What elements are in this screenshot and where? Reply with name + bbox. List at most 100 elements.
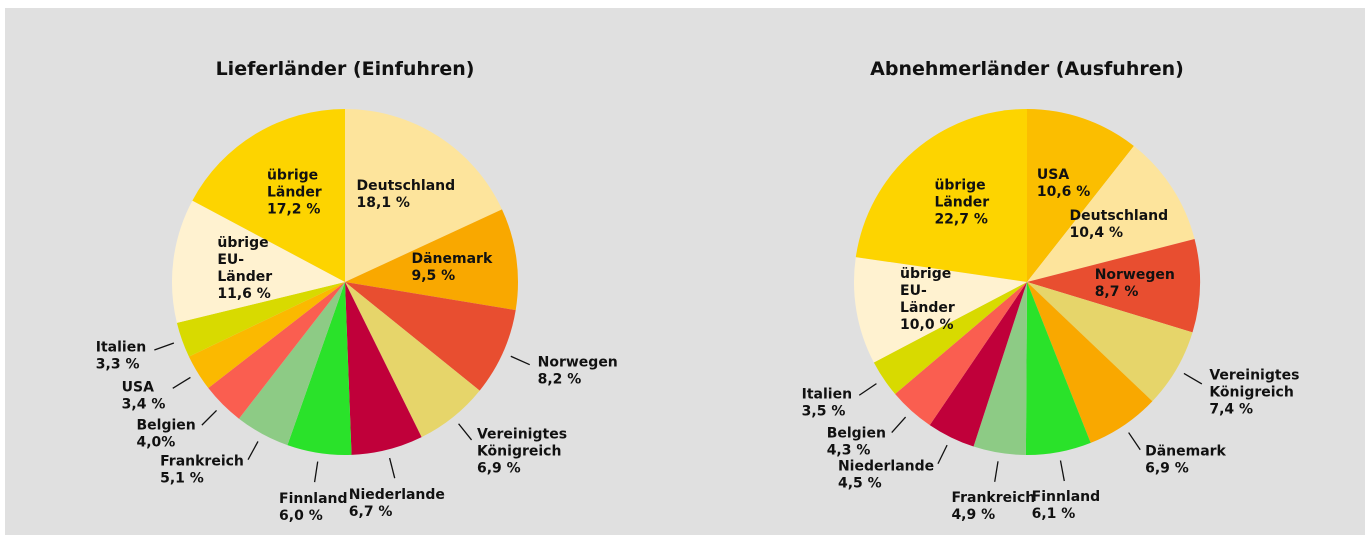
slice-label: Deutschland 10,4 % — [1070, 208, 1169, 242]
category-label: übrige EU-Länder — [217, 234, 273, 285]
pie-slice — [345, 209, 518, 311]
pie-slice — [188, 282, 345, 389]
chart-title: Abnehmerländer (Ausfuhren) — [870, 58, 1184, 80]
slice-label: Dänemark 9,5 % — [411, 251, 492, 285]
category-label: übrige EU-Länder — [900, 265, 955, 316]
category-label: Frankreich — [951, 490, 1036, 507]
pie-slice — [855, 109, 1027, 282]
leader-line — [994, 461, 999, 482]
pie-slice — [929, 282, 1027, 447]
leader-line — [1059, 460, 1065, 482]
value-label: 6,7 % — [348, 503, 393, 520]
category-label: Finnland — [1031, 489, 1101, 506]
value-label: 10,4 % — [1069, 225, 1124, 242]
value-label: 8,7 % — [1094, 284, 1139, 301]
pie-slice — [1027, 282, 1153, 443]
category-label: Belgien — [136, 417, 196, 434]
value-label: 6,9 % — [476, 460, 521, 477]
pie-slice — [287, 282, 352, 455]
value-label: 3,3 % — [95, 356, 140, 373]
pie-slice — [973, 282, 1027, 455]
value-label: 3,5 % — [801, 403, 846, 420]
pie-slice — [345, 282, 480, 438]
value-label: 17,2 % — [266, 201, 321, 218]
slice-label: Niederlande 4,5 % — [838, 458, 934, 492]
category-label: Deutschland — [1069, 208, 1169, 225]
value-label: 3,4 % — [121, 396, 166, 413]
slice-label: Norwegen 8,7 % — [1095, 267, 1175, 301]
slice-label: Finnland 6,1 % — [1032, 489, 1101, 523]
category-label: Frankreich — [160, 453, 244, 470]
leader-line — [858, 383, 877, 396]
pie-slice — [176, 282, 345, 357]
category-label: Niederlande — [837, 457, 935, 474]
leader-line — [388, 457, 396, 479]
pie-slice — [345, 282, 422, 455]
slice-label: übrige EU-Länder 10,0 % — [900, 266, 955, 334]
category-label: Finnland — [279, 490, 348, 507]
leader-line — [1183, 372, 1203, 385]
leader-line — [172, 376, 191, 389]
category-label: Dänemark — [1145, 443, 1226, 460]
slice-label: Niederlande 6,7 % — [349, 487, 445, 521]
category-label: Italien — [801, 386, 853, 403]
slice-label: Vereinigtes Königreich 7,4 % — [1209, 368, 1299, 419]
leader-line — [247, 441, 259, 460]
pie-slice — [345, 282, 516, 391]
category-label: USA — [1036, 166, 1070, 183]
value-label: 10,6 % — [1036, 183, 1091, 200]
value-label: 22,7 % — [934, 211, 988, 228]
value-label: 4,5 % — [837, 474, 882, 491]
leader-line — [1128, 432, 1141, 451]
value-label: 9,5 % — [411, 268, 456, 285]
category-label: Norwegen — [1094, 267, 1175, 284]
slice-label: Norwegen 8,2 % — [538, 355, 618, 389]
category-label: Norwegen — [537, 354, 618, 371]
leader-line — [154, 342, 175, 351]
category-label: Dänemark — [411, 251, 493, 268]
pie-slice — [208, 282, 345, 419]
value-label: 8,2 % — [537, 371, 582, 388]
slice-label: USA 3,4 % — [122, 379, 166, 413]
category-label: übrige Länder — [934, 177, 990, 211]
slice-label: Belgien 4,3 % — [827, 425, 886, 459]
category-label: übrige Länder — [266, 167, 322, 201]
value-label: 18,1 % — [356, 194, 410, 211]
category-label: Deutschland — [356, 177, 456, 194]
slice-label: übrige Länder 17,2 % — [267, 167, 322, 218]
slice-label: Dänemark 6,9 % — [1145, 443, 1226, 477]
leader-line — [458, 423, 473, 441]
leader-line — [201, 409, 218, 426]
slice-label: Finnland 6,0 % — [279, 491, 348, 525]
category-label: Niederlande — [348, 486, 445, 503]
value-label: 4,9 % — [951, 507, 996, 524]
leader-line — [891, 416, 907, 433]
slice-label: USA 10,6 % — [1037, 167, 1090, 201]
pie-slice — [238, 282, 345, 446]
pie-slice — [192, 109, 345, 282]
slice-label: übrige Länder 22,7 % — [934, 178, 989, 229]
slice-label: Italien 3,3 % — [96, 339, 146, 373]
leader-line — [313, 461, 319, 483]
slice-label: Frankreich 5,1 % — [160, 454, 244, 488]
pie-slice — [171, 200, 345, 323]
pie-slice — [854, 257, 1027, 363]
pie-slice — [1027, 145, 1195, 282]
value-label: 6,0 % — [279, 507, 323, 524]
value-label: 6,9 % — [1145, 460, 1189, 477]
pie-slice — [345, 109, 502, 282]
value-label: 4,0% — [136, 434, 176, 451]
category-label: USA — [121, 379, 154, 396]
pie-slice — [1025, 282, 1091, 455]
pie-slice — [1027, 109, 1134, 282]
value-label: 5,1 % — [160, 470, 204, 487]
value-label: 11,6 % — [217, 285, 271, 302]
slice-label: Frankreich 4,9 % — [951, 490, 1035, 524]
category-label: Vereinigtes Königreich — [1209, 367, 1300, 401]
category-label: Belgien — [826, 425, 886, 442]
pie-slice — [1027, 282, 1193, 402]
value-label: 7,4 % — [1209, 401, 1254, 418]
pie-slice — [873, 282, 1027, 394]
